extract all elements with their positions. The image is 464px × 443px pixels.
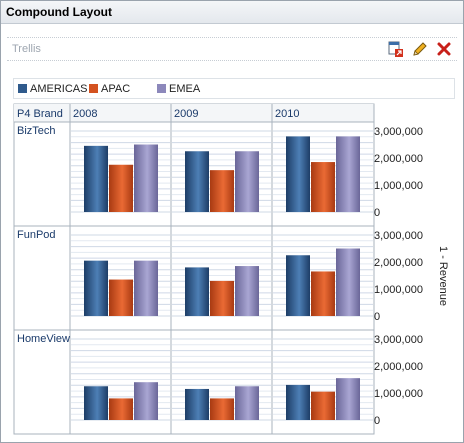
edit-icon[interactable]: [411, 40, 429, 58]
bar-homeview-2008-americas: [84, 386, 108, 420]
bar-funpod-2010-apac: [311, 271, 335, 316]
bar-biztech-2008-americas: [84, 145, 108, 212]
bar-homeview-2010-americas: [286, 384, 310, 420]
legend-item-americas: AMERICAS: [18, 82, 87, 95]
legend-item-emea: EMEA: [157, 82, 200, 95]
header-row-band: [14, 104, 374, 122]
bar-homeview-2010-emea: [336, 378, 360, 420]
legend-swatch-americas: [18, 84, 27, 93]
y-tick-label: 0: [374, 311, 380, 323]
title-bar: Compound Layout: [1, 1, 463, 24]
y-tick-label: 0: [374, 415, 380, 427]
chart-legend: AMERICAS APAC EMEA: [13, 78, 455, 99]
bar-funpod-2008-emea: [134, 260, 158, 316]
y-tick-label: 1,000,000: [374, 180, 423, 192]
legend-label-americas: AMERICAS: [30, 82, 88, 95]
column-header-2010: 2010: [275, 108, 299, 120]
corner-header-label: P4 Brand: [17, 108, 63, 120]
view-title: Compound Layout: [6, 5, 112, 19]
bar-funpod-2008-americas: [84, 260, 108, 316]
y-tick-label: 2,000,000: [374, 361, 423, 373]
bar-funpod-2010-emea: [336, 248, 360, 316]
y-tick-label: 0: [374, 207, 380, 219]
bar-homeview-2010-apac: [311, 391, 335, 420]
bar-funpod-2009-apac: [210, 280, 234, 316]
bar-biztech-2010-apac: [311, 162, 335, 212]
bar-biztech-2008-apac: [109, 164, 133, 212]
y-tick-label: 3,000,000: [374, 126, 423, 138]
legend-swatch-apac: [89, 84, 98, 93]
y-tick-label: 3,000,000: [374, 334, 423, 346]
row-header-biztech: BizTech: [17, 125, 56, 137]
trellis-header: Trellis: [7, 37, 457, 61]
measure-axis-label: 1 - Revenue: [437, 246, 449, 306]
y-tick-label: 2,000,000: [374, 257, 423, 269]
y-tick-label: 1,000,000: [374, 284, 423, 296]
bar-biztech-2009-apac: [210, 170, 234, 212]
bar-homeview-2009-americas: [185, 388, 209, 420]
export-icon[interactable]: [387, 40, 405, 58]
column-header-2009: 2009: [174, 108, 198, 120]
bar-biztech-2008-emea: [134, 144, 158, 212]
bar-biztech-2009-americas: [185, 151, 209, 212]
legend-label-apac: APAC: [101, 82, 131, 95]
y-tick-label: 2,000,000: [374, 153, 423, 165]
bar-biztech-2009-emea: [235, 151, 259, 212]
bar-homeview-2009-apac: [210, 398, 234, 420]
bar-homeview-2008-emea: [134, 382, 158, 420]
bar-homeview-2009-emea: [235, 386, 259, 420]
y-tick-label: 1,000,000: [374, 388, 423, 400]
y-tick-label: 3,000,000: [374, 230, 423, 242]
legend-item-apac: APAC: [89, 82, 130, 95]
bar-funpod-2009-emea: [235, 266, 259, 316]
bar-biztech-2010-emea: [336, 136, 360, 212]
bar-funpod-2008-apac: [109, 279, 133, 316]
bar-homeview-2008-apac: [109, 398, 133, 420]
row-header-homeview: HomeView: [17, 333, 70, 345]
trellis-title: Trellis: [12, 43, 41, 55]
legend-label-emea: EMEA: [169, 82, 201, 95]
bar-funpod-2009-americas: [185, 267, 209, 316]
remove-icon[interactable]: [435, 40, 453, 58]
bar-funpod-2010-americas: [286, 255, 310, 316]
column-header-2008: 2008: [73, 108, 97, 120]
bar-biztech-2010-americas: [286, 136, 310, 212]
legend-swatch-emea: [157, 84, 166, 93]
row-header-funpod: FunPod: [17, 229, 56, 241]
